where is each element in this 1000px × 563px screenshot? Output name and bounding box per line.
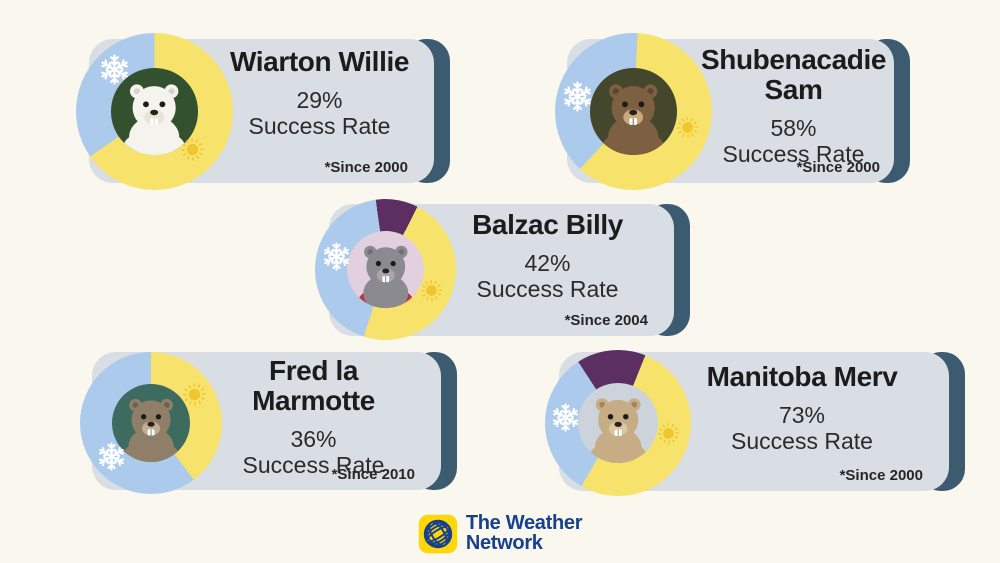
groundhog-name: Manitoba Merv [706, 361, 898, 392]
groundhog-card-balzac-billy: Balzac Billy 42% Success Rate *Since 200… [315, 198, 690, 342]
success-rate-label: Success Rate [248, 112, 391, 139]
groundhog-photo [111, 383, 191, 463]
snowflake-icon [550, 402, 581, 433]
sun-icon [657, 422, 680, 445]
success-percent: 58% [770, 115, 817, 142]
groundhog-name: Wiarton Willie [229, 46, 409, 77]
groundhog-photo [111, 68, 198, 155]
since-note: *Since 2004 [564, 312, 648, 329]
prediction-donut-chart [315, 199, 456, 340]
since-note: *Since 2000 [839, 467, 923, 484]
snowflake-icon [98, 53, 131, 86]
since-note: *Since 2010 [331, 466, 415, 483]
groundhog-photo [577, 382, 659, 464]
logo-line-2: Network [465, 532, 543, 554]
logo-line-1: The Weather [465, 512, 583, 535]
groundhog-name: Fred la Marmotte [252, 355, 375, 417]
prediction-donut-chart [76, 33, 233, 190]
weather-network-wordmark: The Weather Network [465, 512, 583, 554]
prediction-donut-chart [80, 352, 222, 494]
weather-network-logo: The Weather Network [0, 514, 1000, 554]
groundhog-card-fred-la-marmotte: Fred la Marmotte 36% Success Rate *Since… [78, 346, 457, 496]
sun-icon [180, 137, 205, 162]
card-text: Fred la Marmotte 36% Success Rate [214, 355, 413, 478]
groundhog-illustration [602, 84, 665, 155]
card-text: Manitoba Merv 73% Success Rate [685, 361, 919, 454]
success-percent: 42% [524, 250, 571, 277]
success-rate-label: Success Rate [242, 451, 385, 478]
prediction-donut-chart [545, 350, 691, 496]
card-text: Shubenacadie Sam 58% Success Rate [695, 44, 892, 167]
groundhog-illustration [357, 245, 414, 309]
snowflake-icon [96, 441, 127, 472]
success-percent: 29% [296, 87, 343, 114]
success-rate-label: Success Rate [476, 275, 619, 302]
groundhog-name: Balzac Billy [472, 209, 623, 240]
sun-icon [420, 279, 443, 302]
groundhog-photo [590, 68, 677, 155]
since-note: *Since 2000 [324, 159, 408, 176]
groundhog-illustration [589, 398, 647, 464]
snowflake-icon [561, 80, 594, 113]
success-percent: 36% [290, 426, 337, 453]
card-text: Wiarton Willie 29% Success Rate [221, 46, 418, 139]
card-text: Balzac Billy 42% Success Rate [449, 209, 646, 302]
groundhog-name: Shubenacadie Sam [700, 44, 887, 106]
groundhog-card-shubenacadie-sam: Shubenacadie Sam 58% Success Rate *Since… [553, 33, 910, 190]
snowflake-icon [321, 241, 352, 272]
groundhog-card-manitoba-merv: Manitoba Merv 73% Success Rate *Since 20… [545, 346, 965, 497]
success-rate-label: Success Rate [722, 140, 865, 167]
sun-icon [182, 382, 207, 407]
groundhog-card-wiarton-willie: Wiarton Willie 29% Success Rate *Since 2… [75, 33, 450, 190]
weather-network-globe-icon [418, 514, 458, 554]
groundhog-photo [346, 230, 425, 309]
success-rate-label: Success Rate [731, 427, 873, 454]
since-note: *Since 2000 [796, 159, 880, 176]
success-percent: 73% [778, 402, 826, 429]
prediction-donut-chart [555, 33, 712, 190]
